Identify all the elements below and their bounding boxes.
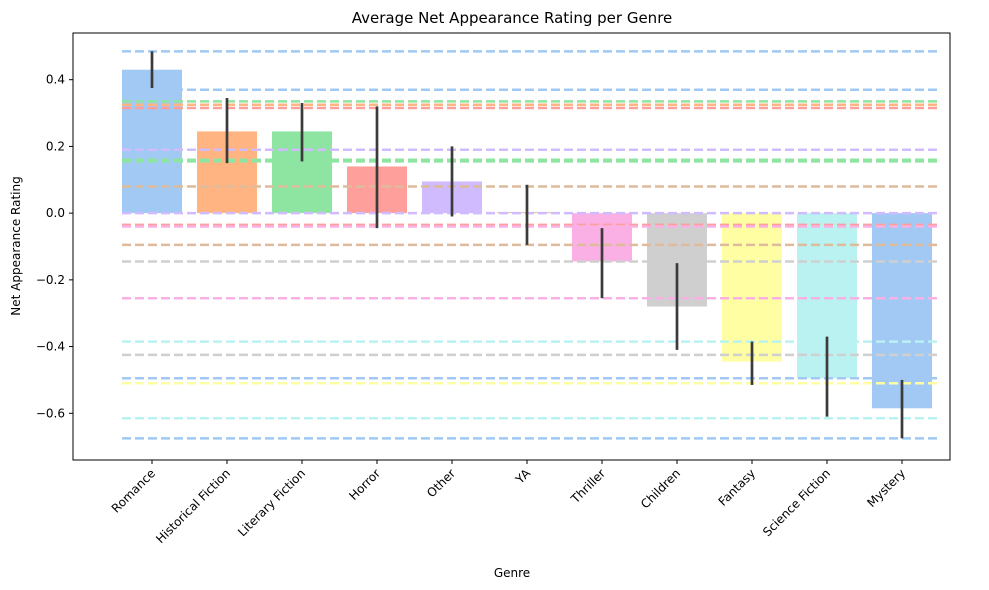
x-tick-label: Historical Fiction bbox=[153, 466, 233, 546]
x-tick-label: Fantasy bbox=[716, 466, 759, 509]
chart-title: Average Net Appearance Rating per Genre bbox=[352, 9, 673, 27]
plot-area bbox=[122, 50, 940, 440]
y-tick-label: 0.0 bbox=[46, 206, 65, 220]
bar-fantasy bbox=[722, 213, 782, 362]
plot-frame bbox=[72, 32, 951, 461]
x-tick-label: Mystery bbox=[864, 466, 908, 510]
x-tick-label: Other bbox=[424, 466, 458, 500]
y-tick-label: −0.4 bbox=[36, 340, 65, 354]
y-tick-label: 0.4 bbox=[46, 73, 65, 87]
x-tick-label: YA bbox=[512, 466, 533, 487]
y-axis: −0.6 −0.4 −0.2 0.0 0.2 0.4 bbox=[36, 73, 73, 420]
y-tick-label: −0.6 bbox=[36, 406, 65, 420]
x-tick-label: Science Fiction bbox=[760, 466, 833, 539]
x-tick-label: Horror bbox=[346, 466, 383, 503]
x-tick-label: Thriller bbox=[568, 466, 608, 506]
y-axis-label: Net Appearance Rating bbox=[9, 176, 23, 315]
x-axis-label: Genre bbox=[494, 566, 530, 580]
bar-romance bbox=[122, 69, 182, 214]
y-tick-label: 0.2 bbox=[46, 139, 65, 153]
x-tick-label: Literary Fiction bbox=[235, 466, 308, 539]
x-tick-label: Romance bbox=[109, 466, 158, 515]
x-tick-label: Children bbox=[638, 466, 683, 511]
y-tick-label: −0.2 bbox=[36, 273, 65, 287]
